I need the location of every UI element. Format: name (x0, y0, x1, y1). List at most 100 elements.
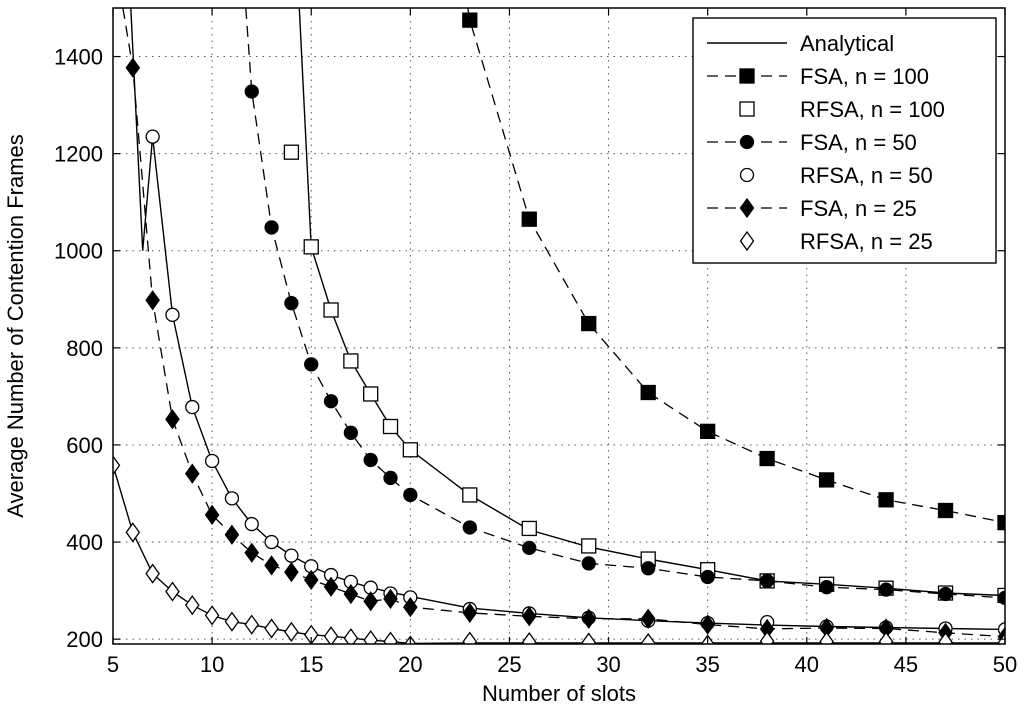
data-point-diamond (343, 628, 359, 644)
data-point-circle (759, 573, 775, 589)
data-point-circle (878, 582, 894, 597)
data-point-circle (304, 357, 319, 372)
data-point-circle (997, 590, 1005, 606)
y-tick-label: 1400 (54, 45, 103, 70)
data-point-diamond (700, 614, 715, 635)
data-point-circle (343, 425, 359, 440)
data-point-diamond (264, 555, 279, 576)
legend-label: FSA, n = 100 (800, 64, 929, 89)
y-tick-label: 600 (66, 433, 103, 458)
data-point-circle (264, 534, 279, 550)
data-point-diamond (403, 596, 418, 618)
data-point-diamond (363, 630, 378, 644)
data-point-diamond (204, 605, 220, 626)
legend: Analytical FSA, n = 100 RFSA, n = 100 FSA, … (692, 17, 997, 264)
x-tick-label: 50 (993, 652, 1017, 677)
data-point-diamond (204, 504, 220, 525)
data-point-diamond (640, 608, 656, 629)
data-point-diamond (244, 614, 260, 635)
x-tick-label: 5 (107, 652, 119, 677)
analytical-curve (130, 8, 1005, 631)
data-point-circle (581, 556, 596, 571)
data-point-square (700, 423, 716, 440)
legend-marker-diamond (739, 197, 755, 219)
data-point-square (382, 418, 399, 435)
data-point-diamond (581, 632, 597, 644)
y-tick-label: 400 (66, 530, 103, 555)
data-point-diamond (521, 631, 537, 644)
y-tick-label: 800 (66, 336, 103, 361)
data-point-diamond (363, 591, 378, 612)
legend-marker-circle (739, 134, 755, 150)
data-point-diamond (383, 588, 398, 609)
data-point-circle (165, 307, 180, 322)
data-point-circle (462, 520, 477, 535)
legend-marker-circle (739, 167, 755, 183)
legend-label: RFSA, n = 100 (800, 97, 945, 122)
legend-label: RFSA, n = 25 (800, 229, 933, 254)
data-point-diamond (878, 631, 894, 644)
data-point-circle (264, 220, 279, 235)
data-point-diamond (284, 621, 299, 642)
series-dashed-line (122, 8, 1005, 638)
legend-label: FSA, n = 50 (800, 130, 917, 155)
legend-item: RFSA, n = 25 (739, 229, 933, 254)
data-point-circle (522, 540, 537, 556)
data-point-diamond (581, 608, 597, 629)
data-point-circle (185, 399, 200, 415)
legend-item: FSA, n = 25 (707, 196, 917, 221)
data-point-circle (938, 586, 953, 602)
data-point-square (283, 144, 300, 160)
x-tick-label: 20 (398, 652, 422, 677)
series-1 (462, 8, 1005, 531)
data-point-diamond (184, 463, 200, 484)
data-point-circle (700, 569, 715, 585)
data-point-square (343, 353, 359, 369)
data-point-diamond (462, 602, 478, 624)
data-point-square (462, 487, 478, 503)
legend-label: FSA, n = 25 (800, 196, 917, 221)
data-point-circle (284, 296, 299, 311)
plot-frame (112, 7, 1006, 645)
data-point-diamond (145, 290, 160, 311)
legend-item: Analytical (707, 31, 894, 56)
data-point-square (462, 12, 478, 28)
data-point-diamond (113, 455, 121, 476)
data-point-diamond (264, 618, 279, 639)
data-point-diamond (125, 522, 141, 543)
data-point-circle (224, 491, 240, 506)
x-tick-label: 30 (596, 652, 620, 677)
data-point-circle (204, 453, 220, 469)
legend-item: FSA, n = 100 (707, 64, 929, 89)
data-point-square (937, 502, 954, 519)
data-point-circle (819, 580, 834, 595)
data-point-diamond (224, 524, 240, 545)
legend-item: RFSA, n = 50 (739, 163, 933, 188)
data-point-diamond (323, 576, 339, 597)
data-point-diamond (244, 542, 260, 563)
data-point-diamond (383, 631, 398, 644)
data-point-square (363, 386, 379, 402)
data-point-square (581, 315, 597, 332)
data-point-diamond (343, 583, 359, 605)
data-point-diamond (184, 595, 200, 616)
data-point-diamond (165, 581, 180, 602)
data-point-diamond (284, 562, 299, 583)
legend-label: Analytical (800, 31, 894, 56)
legend-item: FSA, n = 50 (707, 130, 917, 155)
data-point-square (521, 520, 537, 537)
data-point-diamond (938, 631, 953, 644)
data-point-circle (641, 561, 656, 576)
x-tick-label: 25 (497, 652, 521, 677)
series-6 (113, 455, 1005, 644)
data-point-circle (323, 394, 339, 409)
data-point-diamond (303, 569, 319, 591)
data-point-diamond (640, 632, 656, 644)
data-point-square (878, 492, 894, 508)
series-5 (122, 8, 1005, 644)
data-point-circle (284, 548, 299, 563)
data-point-diamond (224, 611, 240, 632)
axis-ticks: 5 10 15 20 25 30 35 40 45 50 200 400 600 800 1000 1200 1… (54, 8, 1017, 677)
series-dashed-line (245, 8, 1005, 599)
y-axis-label: Average Number of Contention Frames (3, 134, 28, 518)
